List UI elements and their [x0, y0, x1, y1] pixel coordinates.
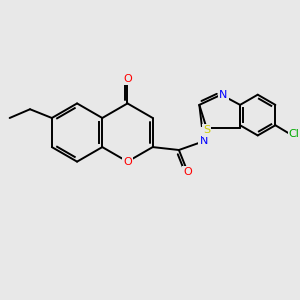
Text: O: O: [123, 157, 132, 166]
Text: S: S: [203, 125, 210, 136]
Text: N: N: [200, 136, 208, 146]
Text: H: H: [201, 128, 209, 138]
Text: N: N: [219, 90, 228, 100]
Text: O: O: [123, 74, 132, 84]
Text: O: O: [183, 167, 192, 177]
Text: Cl: Cl: [289, 129, 300, 139]
